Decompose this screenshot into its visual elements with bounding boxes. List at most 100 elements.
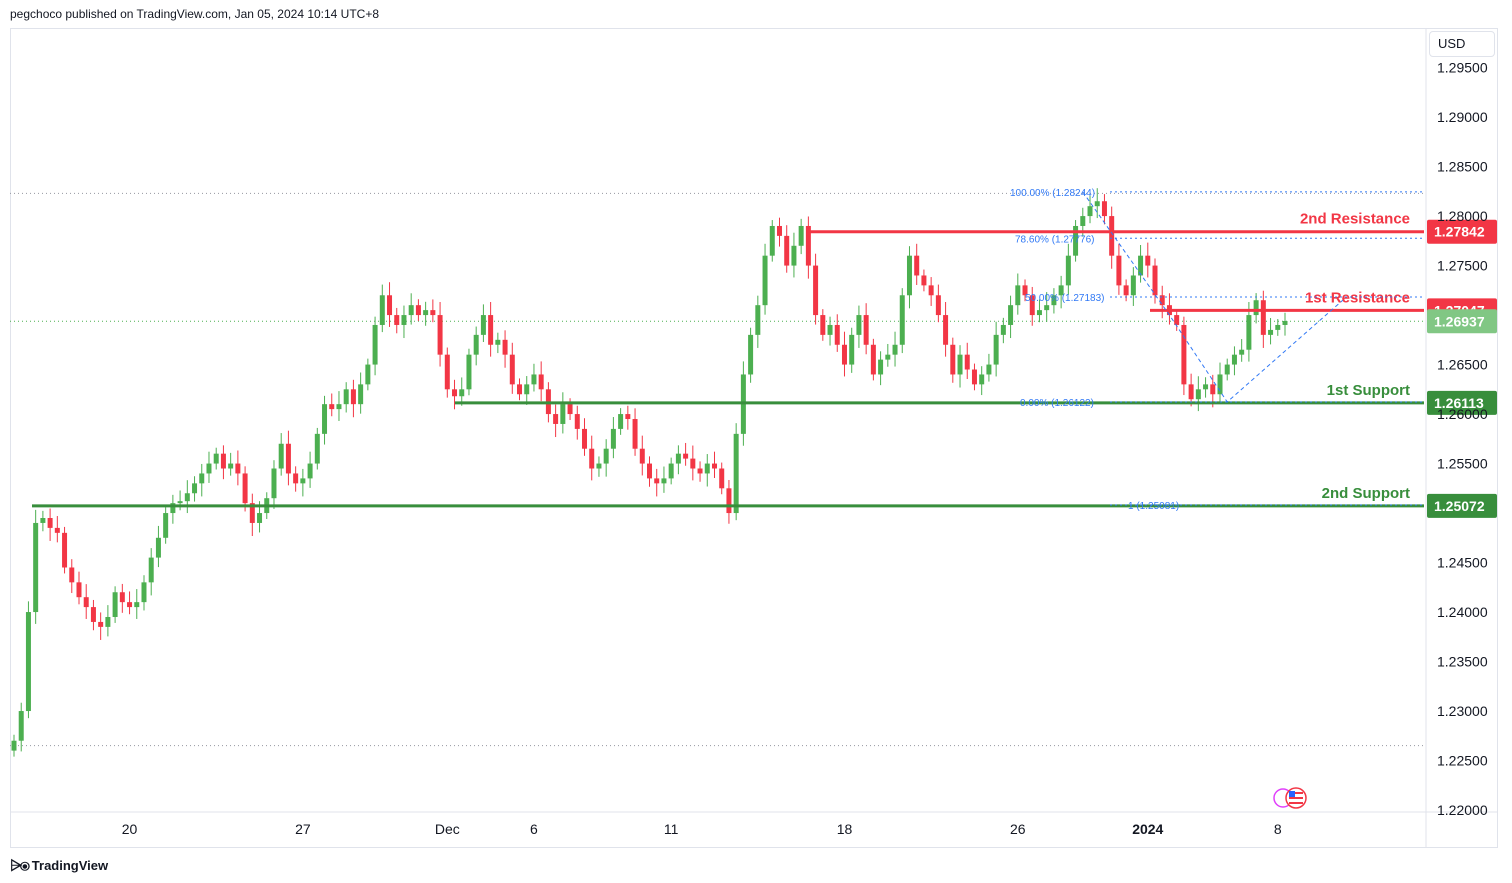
brand-label: TradingView xyxy=(31,858,109,873)
price-tick-label: 1.29500 xyxy=(1437,60,1488,76)
level-price-tag-text: 1.27842 xyxy=(1434,224,1485,240)
time-tick-label: 27 xyxy=(295,821,311,837)
candle-body xyxy=(1101,201,1107,217)
candle-body xyxy=(647,463,652,479)
time-tick-label: 2024 xyxy=(1132,821,1163,837)
candle-body xyxy=(863,315,869,345)
candle-body xyxy=(560,404,566,424)
candle-body xyxy=(177,501,183,504)
candle-body xyxy=(1130,275,1136,296)
candle-body xyxy=(1174,315,1180,325)
candle-body xyxy=(538,374,544,390)
candle-body xyxy=(365,364,371,385)
candle-body xyxy=(596,463,602,469)
candle-body xyxy=(466,354,472,390)
candle-body xyxy=(134,602,140,608)
candle-body xyxy=(719,468,725,489)
candle-body xyxy=(488,315,494,345)
footer-brand[interactable]: ⩥⦿ TradingView xyxy=(10,857,108,874)
candle-body xyxy=(459,389,465,397)
candle-body xyxy=(582,428,588,449)
candle-body xyxy=(993,334,999,365)
candle-body xyxy=(531,374,537,385)
candle-body xyxy=(25,612,31,712)
candle-body xyxy=(271,468,277,499)
candle-body xyxy=(184,493,190,502)
currency-selector[interactable]: USD xyxy=(1429,31,1495,57)
level-price-tag xyxy=(1427,219,1497,244)
candle-body xyxy=(401,315,407,325)
candle-body xyxy=(950,344,956,375)
candle-body xyxy=(155,537,161,558)
level-price-tag-text: 1.26113 xyxy=(1434,395,1484,411)
level-label: 2nd Resistance xyxy=(1300,211,1410,228)
candle-body xyxy=(76,582,82,598)
candle-body xyxy=(387,295,393,316)
candle-body xyxy=(683,453,689,459)
candle-body xyxy=(1123,285,1129,296)
candle-body xyxy=(943,315,949,345)
chart-frame xyxy=(10,28,1498,848)
candle-body xyxy=(350,389,356,405)
candle-body xyxy=(784,235,790,266)
candle-body xyxy=(1051,295,1057,306)
candle-body xyxy=(206,463,212,474)
fib-label: 50.00% (1.27183) xyxy=(1025,293,1105,304)
level-price-tag-text: 1.25072 xyxy=(1434,498,1485,514)
candle-body xyxy=(841,344,847,365)
candle-body xyxy=(618,414,624,429)
candle-body xyxy=(220,453,226,469)
level-price-tag xyxy=(1427,493,1497,518)
candle-body xyxy=(1181,324,1187,385)
price-tick-label: 1.24000 xyxy=(1437,604,1488,620)
candle-body xyxy=(358,384,364,405)
candle-body xyxy=(141,582,147,603)
candle-body xyxy=(47,518,53,528)
price-tick-label: 1.23500 xyxy=(1437,654,1488,670)
candle-body xyxy=(1094,201,1100,207)
candle-body xyxy=(769,225,775,256)
candle-body xyxy=(892,344,898,355)
candle-body xyxy=(849,334,855,365)
candle-body xyxy=(1145,255,1151,266)
candle-body xyxy=(704,463,710,474)
price-tick-label: 1.22500 xyxy=(1437,753,1488,769)
candle-body xyxy=(394,315,400,325)
candle-body xyxy=(1260,300,1266,335)
candle-body xyxy=(1058,285,1064,296)
candle-body xyxy=(1022,285,1028,296)
fibonacci-layer: 100.00% (1.28244) 78.60% (1.27776) 50.00% … xyxy=(1010,188,1424,512)
candle-body xyxy=(1203,384,1209,390)
candle-body xyxy=(798,225,804,246)
fib-label: 0.00% (1.26122) xyxy=(1020,398,1094,409)
time-tick-label: 18 xyxy=(837,821,853,837)
price-tick-label: 1.27500 xyxy=(1437,258,1488,274)
candle-body xyxy=(1036,310,1042,316)
time-tick-label: 11 xyxy=(664,821,679,837)
candle-body xyxy=(574,414,580,429)
candle-body xyxy=(1268,329,1274,335)
candle-body xyxy=(1159,295,1165,306)
level-price-tag xyxy=(1427,390,1497,415)
level-label: 2nd Support xyxy=(1322,485,1410,502)
candle-body xyxy=(1224,364,1230,375)
time-tick-label: 20 xyxy=(122,821,138,837)
candle-body xyxy=(40,518,46,523)
candle-body xyxy=(192,483,198,494)
candle-body xyxy=(228,463,234,469)
candle-body xyxy=(437,315,443,355)
candle-body xyxy=(242,473,248,504)
candle-body xyxy=(885,354,891,360)
candle-body xyxy=(336,404,342,410)
candle-body xyxy=(314,433,320,464)
candle-body xyxy=(502,339,508,355)
candle-body xyxy=(1015,285,1021,306)
price-tick-label: 1.22000 xyxy=(1437,802,1488,818)
level-label: 1st Support xyxy=(1327,382,1410,399)
candle-body xyxy=(878,359,884,375)
candle-body xyxy=(372,324,378,365)
candle-body xyxy=(69,567,75,583)
candle-body xyxy=(278,443,284,469)
candle-body xyxy=(906,255,912,296)
